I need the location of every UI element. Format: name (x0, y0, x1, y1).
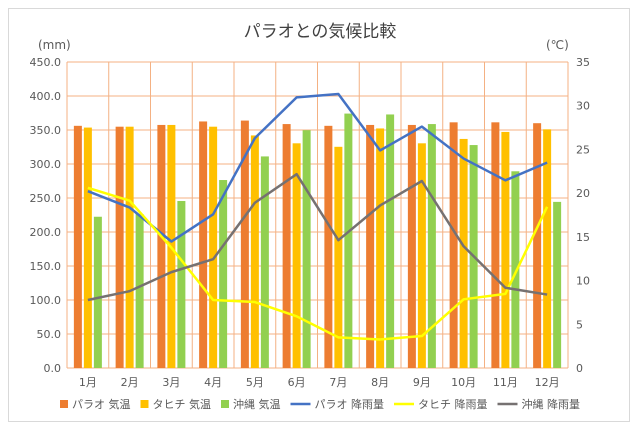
chart-title: パラオとの気候比較 (243, 22, 397, 42)
x-tick-label: 4月 (204, 376, 222, 389)
legend-swatch (221, 400, 229, 408)
bar (209, 126, 218, 368)
bar (449, 122, 458, 368)
legend-label: パラオ 降雨量 (315, 397, 385, 411)
x-tick-label: 6月 (288, 376, 306, 389)
bar (511, 171, 520, 368)
y-left-tick-label: 50.0 (37, 328, 62, 341)
x-tick-label: 11月 (493, 376, 518, 389)
bar (407, 124, 416, 368)
x-tick-label: 8月 (371, 376, 389, 389)
bars (73, 113, 562, 369)
x-tick-label: 12月 (535, 376, 560, 389)
x-tick-label: 10月 (451, 376, 476, 389)
bar (93, 216, 102, 368)
series-line (87, 186, 549, 341)
legend-swatch (140, 400, 149, 408)
y-left-tick-label: 350.0 (30, 124, 62, 137)
bar (125, 126, 134, 368)
x-tick-label: 7月 (329, 376, 347, 389)
y-left-tick-label: 0.0 (44, 362, 62, 375)
bar (73, 125, 82, 368)
lines (87, 92, 549, 341)
bar (292, 143, 301, 368)
y-left-tick-label: 250.0 (30, 192, 62, 205)
bar (459, 138, 468, 368)
bar (157, 124, 166, 368)
y-right-tick-label: 0 (576, 362, 583, 375)
legend-label: パラオ 気温 (72, 397, 131, 411)
legend-swatch (60, 400, 68, 408)
bar (543, 129, 552, 368)
bar (417, 143, 426, 368)
bar (250, 135, 259, 368)
series-line (87, 92, 548, 243)
bar (324, 125, 333, 368)
y-left-tick-label: 200.0 (30, 226, 62, 239)
bar (177, 201, 186, 368)
left-axis-unit: (mm) (38, 38, 71, 52)
bar (115, 126, 124, 368)
bar (501, 131, 510, 368)
bar (282, 124, 291, 369)
axes: 0.0 50.0 100.0 150.0 200.0 250.0 300.0 350.0 400… (30, 56, 591, 389)
bar (533, 123, 542, 368)
bar (427, 124, 436, 369)
x-tick-label: 2月 (121, 376, 139, 389)
x-tick-label: 3月 (162, 376, 180, 389)
legend-label: タヒチ 気温 (153, 397, 212, 411)
y-right-tick-label: 10 (576, 275, 590, 288)
y-right-tick-label: 30 (576, 100, 590, 113)
bar (553, 201, 562, 368)
y-left-tick-label: 150.0 (30, 260, 62, 273)
x-tick-label: 9月 (413, 376, 431, 389)
y-right-tick-label: 35 (576, 56, 590, 69)
y-right-tick-label: 20 (576, 187, 590, 200)
bar (135, 214, 144, 368)
legend-label: タヒチ 降雨量 (418, 397, 488, 411)
bar (366, 124, 375, 368)
legend-label: 沖縄 気温 (233, 397, 281, 411)
bar (219, 180, 228, 368)
y-right-tick-label: 5 (576, 318, 583, 331)
bar (83, 127, 92, 368)
series-line (87, 172, 548, 302)
bar (199, 121, 208, 368)
legend: パラオ 気温 タヒチ 気温 沖縄 気温 パラオ 降雨量 タヒチ 降雨量 沖縄 降雨量 (60, 397, 580, 411)
y-left-tick-label: 400.0 (30, 90, 62, 103)
right-axis-unit: (℃) (546, 38, 569, 52)
bar (334, 146, 343, 368)
y-right-tick-label: 15 (576, 231, 590, 244)
bar (240, 120, 249, 368)
x-tick-label: 5月 (246, 376, 264, 389)
bar (260, 156, 269, 368)
y-left-tick-label: 450.0 (30, 56, 62, 69)
legend-label: 沖縄 降雨量 (522, 397, 581, 411)
y-right-tick-label: 25 (576, 143, 590, 156)
x-tick-label: 1月 (79, 376, 97, 389)
y-left-tick-label: 300.0 (30, 158, 62, 171)
bar (491, 122, 500, 368)
bar (344, 113, 353, 368)
bar (376, 128, 385, 368)
y-left-tick-label: 100.0 (30, 294, 62, 307)
bar (386, 114, 395, 368)
bar (302, 130, 311, 368)
